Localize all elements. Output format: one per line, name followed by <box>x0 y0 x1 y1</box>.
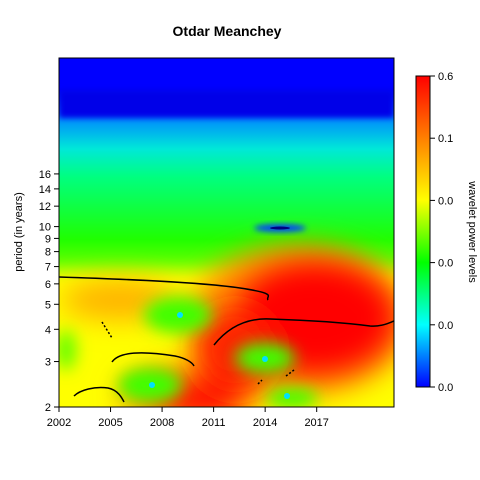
x-tick-label: 2017 <box>304 417 328 429</box>
y-tick-label: 3 <box>45 357 51 369</box>
x-tick-label: 2002 <box>47 417 71 429</box>
dark-blue-band <box>59 90 394 118</box>
colorbar-tick-label: 0.0 <box>438 195 453 207</box>
x-tick-label: 2011 <box>202 417 226 429</box>
x-tick-label: 2005 <box>98 417 122 429</box>
x-tick-label: 2014 <box>253 417 277 429</box>
chart-title: Otdar Meanchey <box>173 23 282 39</box>
colorbar-tick-label: 0.6 <box>438 71 453 83</box>
colorbar-tick-label: 0.0 <box>438 382 453 394</box>
y-tick-label: 10 <box>39 222 51 234</box>
y-tick-label: 9 <box>45 233 51 245</box>
y-tick-label: 5 <box>45 299 51 311</box>
y-tick-label: 2 <box>45 402 51 414</box>
colorbar <box>415 75 431 388</box>
y-tick-label: 6 <box>45 279 51 291</box>
y-axis-label: period (in years) <box>13 192 25 271</box>
colorbar-tick-label: 0.0 <box>438 320 453 332</box>
x-tick-label: 2008 <box>150 417 174 429</box>
y-tick-label: 16 <box>39 169 51 181</box>
y-tick-label: 4 <box>45 324 51 336</box>
plot-area <box>59 58 394 407</box>
plot-border <box>58 57 395 408</box>
colorbar-tick-label: 0.1 <box>438 133 453 145</box>
low-power-spots <box>149 224 306 399</box>
colorbar-label: wavelet power levels <box>466 180 478 283</box>
colorbar-tick-label: 0.0 <box>438 258 453 270</box>
x-axis: 2002 2005 2008 2011 2014 2017 <box>47 407 329 429</box>
significance-contours <box>59 276 394 403</box>
y-axis: 2 3 4 5 6 7 8 910 12 14 16 <box>39 169 59 414</box>
y-tick-label: 8 <box>45 247 51 259</box>
y-tick-label: 7 <box>45 262 51 274</box>
colorbar-ticks: 0.0 0.0 0.0 0.0 0.1 0.6 <box>430 71 453 394</box>
y-tick-label: 12 <box>39 201 51 213</box>
y-tick-label: 14 <box>39 184 51 196</box>
